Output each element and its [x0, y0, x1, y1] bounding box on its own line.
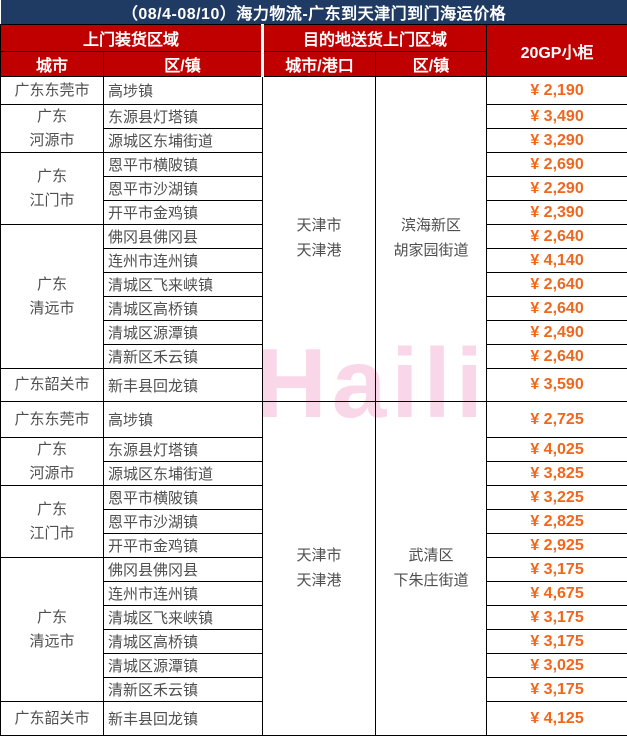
table-row: 连州市连州镇 ¥ 4,675	[1, 581, 627, 606]
town-cell: 新丰县回龙镇	[103, 701, 263, 736]
town-cell: 清城区源潭镇	[103, 320, 263, 345]
header-container-type: 20GP小柜	[485, 24, 627, 77]
city-cell: 广东 清远市	[0, 557, 104, 702]
town-cell: 新丰县回龙镇	[103, 368, 263, 402]
price-cell: ¥ 4,125	[485, 701, 627, 736]
table-row: 广东东莞市 高埗镇 天津市 天津港 武清区 下朱庄街道 ¥ 2,725	[0, 401, 627, 736]
town-cell: 恩平市沙湖镇	[103, 509, 263, 534]
table-row: 广东 清远市 佛冈县佛冈县 ¥ 2,640	[0, 224, 627, 369]
town-cell: 清新区禾云镇	[103, 344, 263, 369]
page-title: （08/4-08/10）海力物流-广东到天津门到门海运价格	[0, 0, 627, 25]
price-cell: ¥ 3,290	[485, 128, 627, 153]
city-cell: 广东 江门市	[0, 152, 104, 225]
price-cell: ¥ 2,490	[485, 320, 627, 345]
header-row-groups: 上门装货区域 目的地送货上门区域 20GP小柜	[0, 24, 627, 77]
town-cell: 佛冈县佛冈县	[103, 224, 263, 249]
city-cell: 广东东莞市	[0, 401, 104, 438]
price-cell: ¥ 3,175	[485, 677, 627, 702]
price-cell: ¥ 2,640	[485, 224, 627, 249]
price-cell: ¥ 4,025	[485, 437, 627, 462]
town-cell: 佛冈县佛冈县	[103, 557, 263, 582]
town-cell: 清城区高桥镇	[103, 296, 263, 321]
table-row: 广东 江门市 恩平市横陂镇 ¥ 2,690	[0, 152, 627, 225]
price-cell: ¥ 3,175	[485, 629, 627, 654]
town-cell: 恩平市沙湖镇	[103, 176, 263, 201]
dest-district-cell: 滨海新区 胡家园街道	[375, 76, 487, 402]
price-cell: ¥ 3,590	[485, 368, 627, 402]
price-cell: ¥ 3,225	[485, 485, 627, 510]
dest-city-port-cell: 天津市 天津港	[262, 401, 376, 736]
price-cell: ¥ 2,925	[485, 533, 627, 558]
price-cell: ¥ 3,490	[485, 104, 627, 129]
table-row: 广东东莞市 高埗镇 天津市 天津港 滨海新区 胡家园街道 ¥ 2,190	[0, 76, 627, 402]
town-cell: 清城区源潭镇	[103, 653, 263, 678]
title-row: （08/4-08/10）海力物流-广东到天津门到门海运价格	[0, 0, 627, 25]
town-cell: 连州市连州镇	[103, 248, 263, 273]
table-row: 广东 河源市 东源县灯塔镇 ¥ 3,490	[0, 104, 627, 153]
price-cell: ¥ 2,825	[485, 509, 627, 534]
town-cell: 源城区东埔街道	[103, 128, 263, 153]
table-row: 恩平市沙湖镇 ¥ 2,290	[1, 176, 627, 201]
town-cell: 高埗镇	[103, 401, 263, 438]
city-cell: 广东 江门市	[0, 485, 104, 558]
table-row: 广东韶关市 新丰县回龙镇 ¥ 4,125	[0, 701, 627, 736]
price-cell: ¥ 4,675	[485, 581, 627, 606]
town-cell: 连州市连州镇	[103, 581, 263, 606]
town-cell: 源城区东埔街道	[103, 461, 263, 486]
town-cell: 高埗镇	[103, 76, 263, 105]
table-row: 广东 清远市 佛冈县佛冈县 ¥ 3,175	[0, 557, 627, 702]
price-cell: ¥ 2,690	[485, 152, 627, 177]
price-cell: ¥ 2,190	[485, 76, 627, 105]
price-cell: ¥ 2,640	[485, 344, 627, 369]
price-cell: ¥ 3,025	[485, 653, 627, 678]
town-cell: 东源县灯塔镇	[103, 104, 263, 129]
table-row: 清城区飞来峡镇 ¥ 2,640	[1, 272, 627, 297]
town-cell: 清城区高桥镇	[103, 629, 263, 654]
price-cell: ¥ 4,140	[485, 248, 627, 273]
price-cell: ¥ 2,290	[485, 176, 627, 201]
table-row: 恩平市沙湖镇 ¥ 2,825	[1, 509, 627, 534]
price-cell: ¥ 2,390	[485, 200, 627, 225]
price-cell: ¥ 2,640	[485, 296, 627, 321]
town-cell: 清新区禾云镇	[103, 677, 263, 702]
header-delivery-area: 目的地送货上门区域	[262, 24, 487, 52]
town-cell: 开平市金鸡镇	[103, 200, 263, 225]
price-cell: ¥ 3,175	[485, 605, 627, 630]
table-row: 广东 江门市 恩平市横陂镇 ¥ 3,225	[0, 485, 627, 558]
price-cell: ¥ 2,640	[485, 272, 627, 297]
table-row: 清新区禾云镇 ¥ 2,640	[1, 344, 627, 369]
price-cell: ¥ 3,825	[485, 461, 627, 486]
table-row: 清城区高桥镇 ¥ 2,640	[1, 296, 627, 321]
header-row-columns: 城市 区/镇 城市/港口 区/镇	[0, 51, 627, 77]
town-cell: 清城区飞来峡镇	[103, 272, 263, 297]
price-cell: ¥ 2,725	[485, 401, 627, 438]
dest-district-cell: 武清区 下朱庄街道	[375, 401, 487, 736]
city-cell: 广东韶关市	[0, 701, 104, 736]
table-row: 清城区飞来峡镇 ¥ 3,175	[1, 605, 627, 630]
table-row: 广东韶关市 新丰县回龙镇 ¥ 3,590	[0, 368, 627, 402]
town-cell: 开平市金鸡镇	[103, 533, 263, 558]
table-row: 开平市金鸡镇 ¥ 2,925	[1, 533, 627, 558]
city-cell: 广东 河源市	[0, 104, 104, 153]
town-cell: 东源县灯塔镇	[103, 437, 263, 462]
price-cell: ¥ 3,175	[485, 557, 627, 582]
town-cell: 恩平市横陂镇	[103, 152, 263, 177]
city-cell: 广东 河源市	[0, 437, 104, 486]
city-cell: 广东东莞市	[0, 76, 104, 105]
header-district-town-dest: 区/镇	[375, 51, 487, 77]
city-cell: 广东韶关市	[0, 368, 104, 402]
header-city: 城市	[0, 51, 104, 77]
header-city-port: 城市/港口	[262, 51, 376, 77]
header-pickup-area: 上门装货区域	[0, 24, 264, 52]
town-cell: 清城区飞来峡镇	[103, 605, 263, 630]
dest-city-port-cell: 天津市 天津港	[262, 76, 376, 402]
table-row: 清新区禾云镇 ¥ 3,175	[1, 677, 627, 702]
table-row: 源城区东埔街道 ¥ 3,290	[1, 128, 627, 153]
header-district-town: 区/镇	[103, 51, 264, 77]
town-cell: 恩平市横陂镇	[103, 485, 263, 510]
city-cell: 广东 清远市	[0, 224, 104, 369]
